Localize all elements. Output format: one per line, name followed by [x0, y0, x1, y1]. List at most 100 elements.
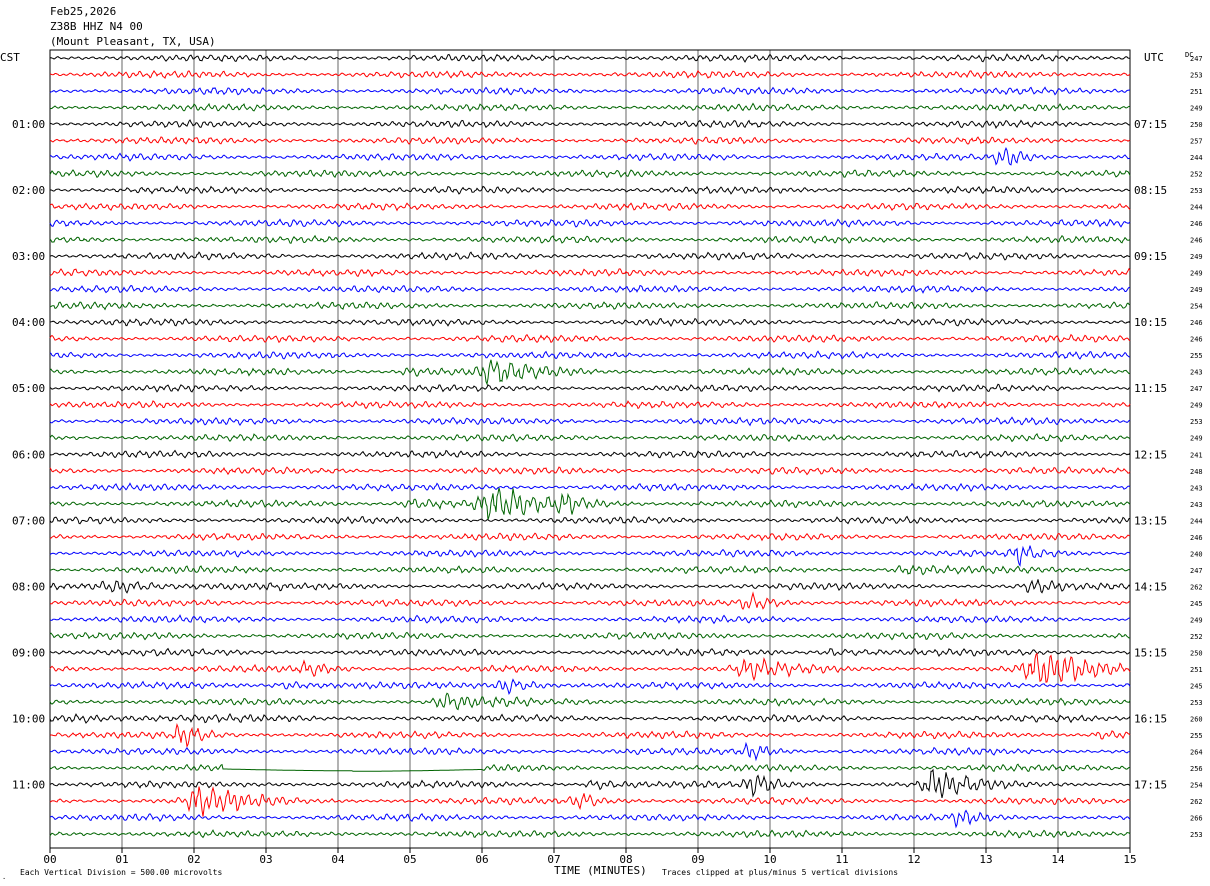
seismic-trace [49, 359, 1131, 386]
dc-offset-label: 250 [1190, 121, 1203, 129]
seismic-trace [49, 763, 1130, 773]
x-tick-label: 12 [907, 853, 920, 866]
dc-offset-label: 243 [1190, 484, 1203, 492]
left-hour-label: 03:00 [12, 250, 45, 263]
seismic-trace [49, 614, 1131, 625]
left-hour-label: 05:00 [12, 382, 45, 395]
seismic-trace [49, 487, 1131, 520]
seismic-trace [49, 251, 1131, 261]
seismic-trace [49, 482, 1131, 492]
seismic-trace [49, 416, 1131, 427]
seismic-trace [49, 829, 1131, 839]
minute-grid [49, 49, 1131, 849]
seismic-trace [49, 768, 1131, 799]
seismic-trace [49, 136, 1131, 145]
header-station: Z38B HHZ N4 00 [50, 20, 143, 33]
dc-offset-label: 249 [1190, 270, 1203, 278]
x-tick-label: 04 [331, 853, 345, 866]
seismic-trace [49, 102, 1131, 112]
seismic-trace [49, 119, 1131, 130]
dc-offset-label: 249 [1190, 286, 1203, 294]
x-tick-label: 14 [1051, 853, 1065, 866]
seismic-trace [49, 202, 1131, 212]
dc-offset-label: 250 [1190, 649, 1203, 657]
dc-offset-label: 249 [1190, 253, 1203, 261]
seismic-trace [49, 86, 1131, 96]
right-hour-label: 12:15 [1134, 448, 1167, 461]
seismic-trace [49, 786, 1131, 817]
seismic-trace [49, 267, 1131, 278]
seismic-trace [49, 532, 1131, 542]
dc-offset-label: 255 [1190, 732, 1203, 740]
dc-offset-label: 240 [1190, 550, 1203, 558]
seismic-trace [49, 713, 1131, 724]
dc-offset-label: 257 [1190, 138, 1203, 146]
dc-header-label: DC [1185, 51, 1193, 59]
dc-offset-label: 241 [1190, 451, 1203, 459]
header-date: Feb25,2026 [50, 5, 116, 18]
seismic-trace [49, 591, 1131, 611]
x-tick-label: 01 [115, 853, 128, 866]
dc-offset-label: 247 [1190, 55, 1203, 63]
seismic-trace [49, 723, 1131, 748]
dc-offset-label: 262 [1190, 798, 1203, 806]
dc-offset-label: 251 [1190, 666, 1203, 674]
right-hour-label: 08:15 [1134, 184, 1167, 197]
dc-offset-label: 246 [1190, 220, 1203, 228]
seismic-trace [49, 449, 1131, 459]
x-tick-label: 05 [403, 853, 416, 866]
plot-frame [49, 49, 1131, 849]
right-hour-label: 11:15 [1134, 382, 1167, 395]
seismic-trace [49, 647, 1131, 657]
seismic-trace [49, 53, 1130, 63]
dc-offset-label: 249 [1190, 616, 1203, 624]
left-hour-label: 01:00 [12, 118, 45, 131]
right-hour-label: 10:15 [1134, 316, 1167, 329]
dc-offset-label: 253 [1190, 418, 1203, 426]
dc-offset-label: 243 [1190, 369, 1203, 377]
dc-offset-label: 245 [1190, 682, 1203, 690]
right-hour-label: 16:15 [1134, 712, 1167, 725]
seismic-trace [49, 515, 1131, 525]
left-hour-label: 04:00 [12, 316, 45, 329]
left-hour-label: 02:00 [12, 184, 45, 197]
dc-offset-label: 249 [1190, 402, 1203, 410]
dc-offset-label: 246 [1190, 336, 1203, 344]
right-hour-label: 07:15 [1134, 118, 1167, 131]
seismic-traces [49, 53, 1131, 839]
dc-offset-label: 253 [1190, 187, 1203, 195]
seismic-trace [49, 69, 1131, 80]
seismic-trace [49, 692, 1131, 711]
dc-offset-label: 252 [1190, 633, 1203, 641]
dc-offset-label: 248 [1190, 468, 1203, 476]
seismic-trace [49, 652, 1131, 683]
seismic-trace [49, 383, 1131, 393]
dc-offset-label: 246 [1190, 237, 1203, 245]
seismic-trace [49, 400, 1131, 410]
clip-note: Traces clipped at plus/minus 5 vertical … [662, 868, 898, 877]
header-location: (Mount Pleasant, TX, USA) [50, 35, 216, 48]
dc-offset-label: 262 [1190, 583, 1203, 591]
seismic-trace [49, 301, 1131, 311]
right-hour-label: 15:15 [1134, 646, 1167, 659]
right-hour-label: 17:15 [1134, 778, 1167, 791]
dc-offset-label: 253 [1190, 699, 1203, 707]
scale-note: Each Vertical Division = 500.00 microvol… [20, 868, 222, 877]
left-hour-label: 10:00 [12, 712, 45, 725]
left-hour-label: 06:00 [12, 448, 45, 461]
left-hour-label: 07:00 [12, 514, 45, 527]
x-tick-label: 03 [259, 853, 272, 866]
seismic-trace [49, 317, 1131, 328]
x-tick-label: 10 [763, 853, 776, 866]
seismic-trace [49, 678, 1131, 695]
seismic-trace [49, 169, 1131, 179]
dc-offset-label: 243 [1190, 501, 1203, 509]
seismic-trace [49, 809, 1131, 829]
x-tick-label: 15 [1123, 853, 1136, 866]
dc-offset-label: 256 [1190, 765, 1203, 773]
dc-offset-label: 251 [1190, 88, 1203, 96]
dc-offset-label: 244 [1190, 154, 1203, 162]
time-axis: 00 01 02 03 04 05 06 07 08 09 10 11 12 13 14 15 [43, 848, 1137, 866]
dc-offset-label: 247 [1190, 567, 1203, 575]
dc-offset-label: 246 [1190, 319, 1203, 327]
